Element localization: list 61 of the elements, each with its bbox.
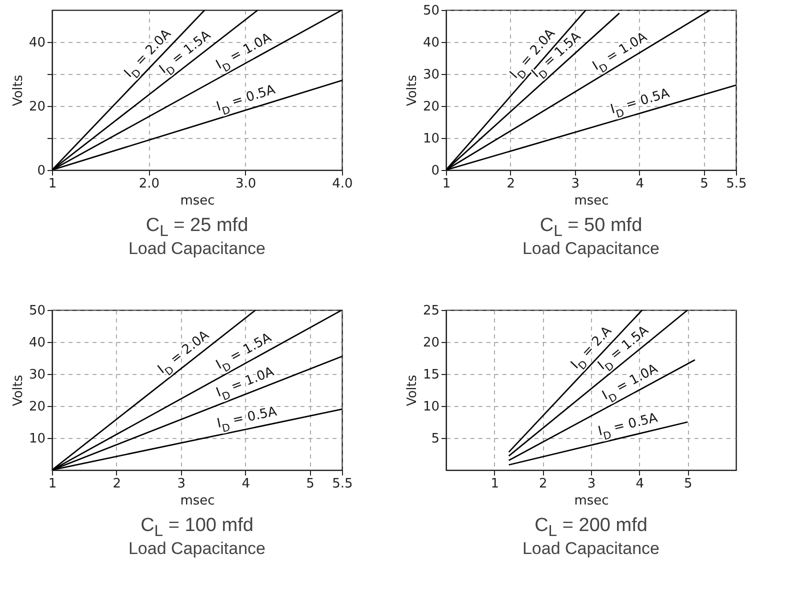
y-tick-label: 10	[422, 132, 440, 146]
y-tick-label: 5	[431, 432, 440, 446]
y-tick-label: 0	[431, 164, 440, 178]
x-tick-label: 1	[442, 176, 451, 192]
x-tick-label: 3.0	[235, 176, 256, 192]
text: Load Capacitance	[521, 539, 661, 559]
text: C$_{L}$ = 100 mfd	[140, 515, 254, 540]
x-tick-label: 3	[571, 176, 580, 192]
y-tick-label: 20	[422, 100, 440, 114]
text: Load Capacitance	[127, 239, 267, 259]
x-tick-label: 3	[587, 476, 596, 492]
y-tick-label: 20	[422, 336, 440, 350]
x-tick-label: 4	[636, 176, 644, 192]
annotation: I$_{D}$ = 1.0A	[214, 30, 276, 77]
x-tick-label: 2	[112, 476, 122, 492]
x-tick-label: 2.0	[138, 176, 160, 192]
y-tick-label: 20	[28, 100, 46, 114]
x-tick-label: 5	[684, 476, 692, 492]
x-tick-label: 5	[700, 176, 708, 192]
text: Load Capacitance	[127, 539, 267, 559]
text: Load Capacitance	[521, 239, 661, 259]
x-tick-label: 1	[48, 476, 57, 492]
x-axis-title: msec	[574, 194, 609, 208]
y-tick-label: 40	[28, 36, 46, 50]
x-axis-title: msec	[180, 194, 215, 208]
annotation: I$_{D}$ = 0.5A	[216, 404, 280, 436]
text: C$_{L}$ = 50 mfd	[538, 215, 644, 240]
y-tick-label: 25	[422, 304, 440, 318]
x-tick-label: 5	[306, 476, 314, 492]
y-tick-label: 30	[28, 368, 46, 382]
y-axis-title: Volts	[10, 74, 26, 106]
y-tick-label: 30	[422, 68, 440, 82]
annotation: I$_{D}$ = 0.5A	[608, 86, 673, 122]
x-tick-label: 5.5	[726, 176, 747, 192]
x-axis-title: msec	[180, 494, 215, 508]
y-tick-label: 50	[28, 304, 46, 318]
annotation: I$_{D}$ = 0.5A	[214, 82, 278, 119]
x-tick-label: 1	[48, 176, 57, 192]
y-tick-label: 10	[28, 432, 46, 446]
y-axis-title: Volts	[10, 374, 26, 406]
x-tick-label: 4	[242, 476, 250, 492]
y-tick-label: 10	[422, 400, 440, 414]
x-tick-label: 2	[506, 176, 516, 192]
y-tick-label: 15	[422, 368, 440, 382]
x-tick-label: 1	[490, 476, 499, 492]
y-tick-label: 40	[28, 336, 46, 350]
y-axis-title: Volts	[404, 374, 420, 406]
y-tick-label: 0	[37, 164, 46, 178]
x-tick-label: 3	[177, 476, 186, 492]
y-tick-label: 50	[422, 4, 440, 18]
annotation: I$_{D}$ = 0.5A	[596, 410, 660, 444]
x-tick-label: 4	[636, 476, 644, 492]
y-axis-title: Volts	[404, 74, 420, 106]
x-axis-title: msec	[574, 494, 609, 508]
y-tick-label: 40	[422, 36, 440, 50]
x-tick-label: 5.5	[332, 476, 353, 492]
x-tick-label: 2	[539, 476, 548, 492]
x-tick-label: 4.0	[332, 176, 353, 192]
text: C$_{L}$ = 200 mfd	[534, 515, 648, 540]
text: C$_{L}$ = 25 mfd	[144, 215, 250, 240]
y-tick-label: 20	[28, 400, 46, 414]
